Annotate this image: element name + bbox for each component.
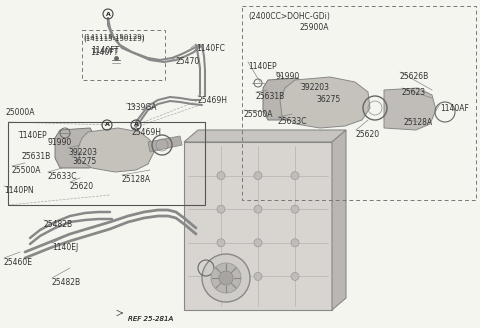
Text: 25633C: 25633C — [278, 117, 308, 126]
Text: 91990: 91990 — [48, 138, 72, 147]
Text: 25631B: 25631B — [22, 152, 51, 161]
Text: REF 25-281A: REF 25-281A — [128, 316, 173, 322]
Text: 36275: 36275 — [316, 95, 340, 104]
Polygon shape — [78, 128, 154, 172]
Circle shape — [291, 172, 299, 180]
Text: (141115-150129): (141115-150129) — [83, 35, 144, 42]
Text: 25631B: 25631B — [256, 92, 285, 101]
Text: 25469H: 25469H — [132, 128, 162, 137]
Circle shape — [254, 172, 262, 180]
Polygon shape — [184, 142, 332, 310]
Text: 1140FC: 1140FC — [196, 44, 225, 53]
Text: 25500A: 25500A — [244, 110, 274, 119]
Polygon shape — [148, 136, 182, 152]
Polygon shape — [332, 130, 346, 310]
Text: (141115-150129): (141115-150129) — [83, 33, 144, 39]
Text: 25500A: 25500A — [12, 166, 41, 175]
Bar — [82, 30, 165, 80]
Text: 25128A: 25128A — [404, 118, 433, 127]
Text: A: A — [106, 11, 110, 16]
Circle shape — [217, 239, 225, 247]
Text: 392203: 392203 — [300, 83, 329, 92]
Circle shape — [291, 205, 299, 213]
Text: 25620: 25620 — [70, 182, 94, 191]
Text: 25620: 25620 — [356, 130, 380, 139]
Text: 1140FT: 1140FT — [90, 48, 118, 57]
Circle shape — [254, 205, 262, 213]
Text: 1140FT: 1140FT — [91, 46, 119, 55]
Text: 1339GA: 1339GA — [126, 103, 156, 112]
Polygon shape — [184, 130, 346, 142]
Circle shape — [219, 271, 233, 285]
Circle shape — [202, 254, 250, 302]
Text: REF 25-281A: REF 25-281A — [128, 316, 173, 322]
Text: 25469H: 25469H — [198, 96, 228, 105]
Text: 25623: 25623 — [402, 88, 426, 97]
Circle shape — [291, 239, 299, 247]
Text: 91990: 91990 — [276, 72, 300, 81]
Text: 1140PN: 1140PN — [4, 186, 34, 195]
Text: 25633C: 25633C — [48, 172, 77, 181]
Text: 25460E: 25460E — [4, 258, 33, 267]
Bar — [242, 6, 476, 200]
Text: 25000A: 25000A — [5, 108, 35, 117]
Text: 25482B: 25482B — [52, 278, 81, 287]
Text: (2400CC>DOHC-GDi): (2400CC>DOHC-GDi) — [248, 12, 330, 21]
Text: A: A — [133, 122, 138, 128]
Text: 25482B: 25482B — [44, 220, 73, 229]
Polygon shape — [384, 88, 436, 130]
Polygon shape — [280, 77, 370, 128]
Circle shape — [217, 172, 225, 180]
Text: 1140AF: 1140AF — [440, 104, 469, 113]
Text: 25626B: 25626B — [400, 72, 429, 81]
Circle shape — [217, 205, 225, 213]
Circle shape — [291, 272, 299, 280]
Bar — [8, 122, 205, 205]
Text: 1140EP: 1140EP — [248, 62, 276, 71]
Text: 392203: 392203 — [68, 148, 97, 157]
Circle shape — [211, 263, 241, 293]
Polygon shape — [55, 128, 96, 168]
Text: 1140EP: 1140EP — [18, 131, 47, 140]
Text: 25900A: 25900A — [300, 23, 329, 32]
Circle shape — [217, 272, 225, 280]
Circle shape — [254, 272, 262, 280]
Text: 25470: 25470 — [176, 57, 200, 66]
Text: 25128A: 25128A — [122, 175, 151, 184]
Text: 1140EJ: 1140EJ — [52, 243, 78, 252]
Circle shape — [254, 239, 262, 247]
Text: 36275: 36275 — [72, 157, 96, 166]
Polygon shape — [263, 78, 304, 120]
Text: A: A — [105, 122, 109, 128]
